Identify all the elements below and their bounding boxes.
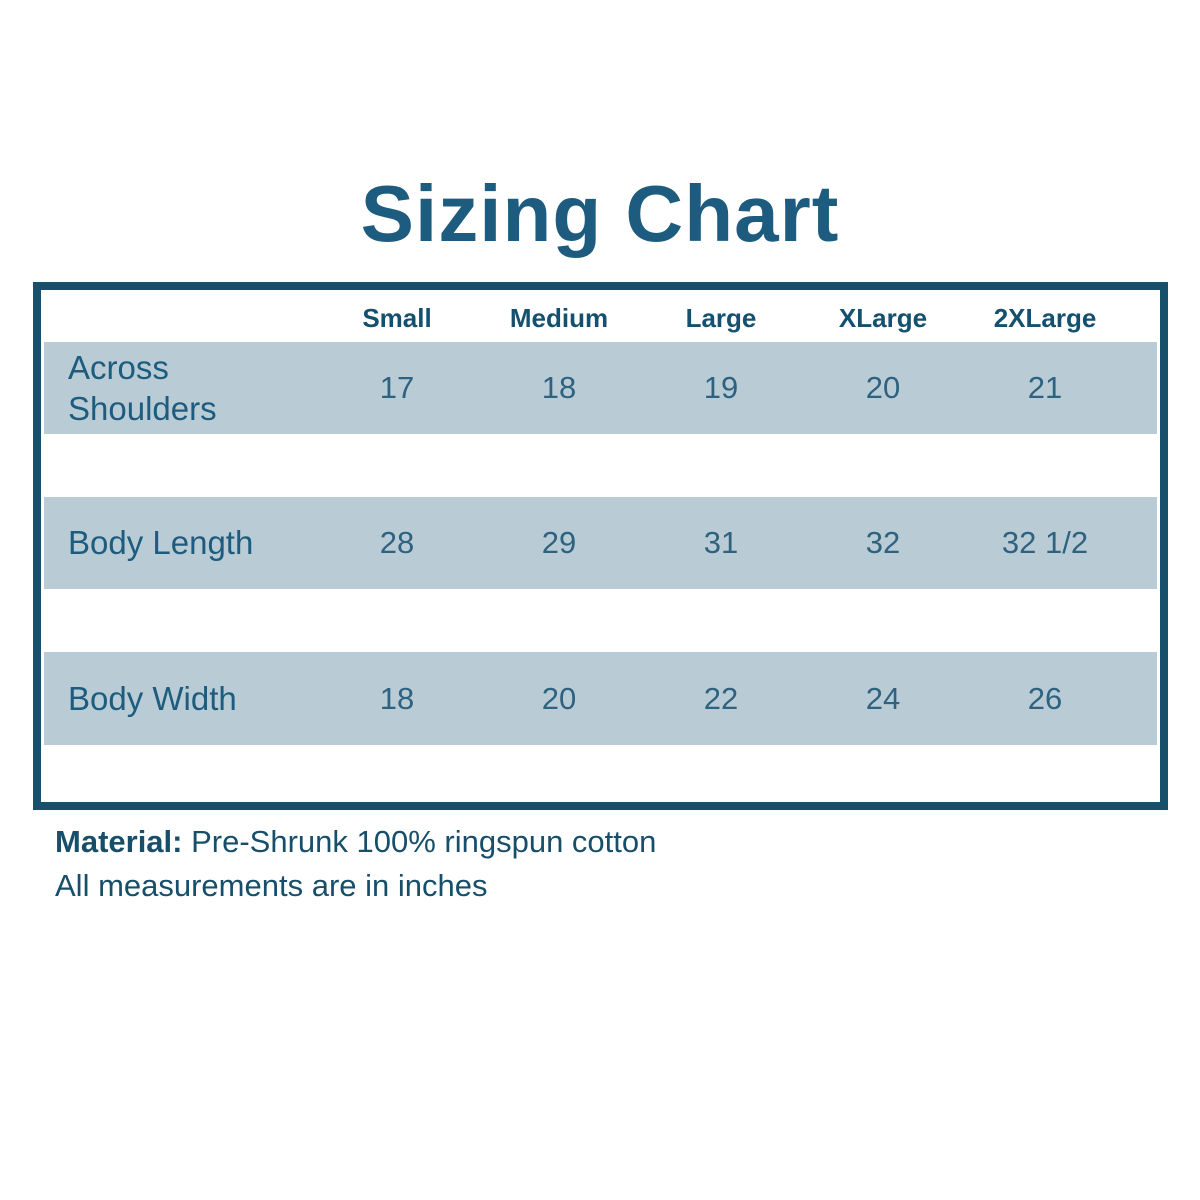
spacer-row [44, 434, 1157, 497]
cell-body-width-small: 18 [379, 680, 415, 716]
cell-body-width-xlarge: 24 [865, 680, 901, 716]
cell-body-length-large: 31 [703, 525, 739, 560]
cell-across-shoulders-2xlarge: 21 [1027, 370, 1063, 405]
spacer-row [44, 745, 1157, 798]
cell-body-length-xlarge: 32 [865, 525, 901, 560]
cell-across-shoulders-small: 17 [379, 370, 415, 405]
material-note: Material: Pre-Shrunk 100% ringspun cotto… [55, 820, 656, 864]
column-header-2xlarge: 2XLarge [993, 302, 1097, 333]
table-row-across-shoulders: Across Shoulders 17 18 19 20 21 [44, 342, 1157, 434]
table-row-body-width: Body Width 18 20 22 24 26 [44, 652, 1157, 745]
sizing-table: Small Medium Large XLarge 2XLarge Across… [33, 282, 1168, 810]
cell-body-length-2xlarge: 32 1/2 [1001, 525, 1089, 560]
spacer-row [44, 589, 1157, 652]
row-label-body-length: Body Length [68, 524, 254, 562]
page-title: Sizing Chart [360, 169, 840, 258]
column-header-small: Small [362, 302, 432, 333]
row-label-across-shoulders: Across Shoulders [68, 348, 217, 427]
table-row-body-length: Body Length 28 29 31 32 32 1/2 [44, 497, 1157, 589]
cell-body-length-medium: 29 [541, 525, 577, 560]
column-header-xlarge: XLarge [838, 302, 928, 333]
cell-body-width-large: 22 [703, 680, 739, 716]
cell-across-shoulders-large: 19 [703, 370, 739, 405]
cell-body-width-medium: 20 [541, 680, 577, 716]
cell-body-length-small: 28 [379, 525, 415, 560]
cell-body-width-2xlarge: 26 [1027, 680, 1063, 716]
cell-across-shoulders-medium: 18 [541, 370, 577, 405]
table-header-row: Small Medium Large XLarge 2XLarge [44, 294, 1157, 342]
column-header-large: Large [685, 302, 757, 333]
notes-block: Material: Pre-Shrunk 100% ringspun cotto… [55, 820, 656, 908]
material-value: Pre-Shrunk 100% ringspun cotton [191, 824, 657, 859]
cell-across-shoulders-xlarge: 20 [865, 370, 901, 405]
measurements-note: All measurements are in inches [55, 868, 488, 903]
column-header-medium: Medium [509, 302, 609, 333]
material-label: Material: [55, 824, 183, 859]
row-label-body-width: Body Width [68, 679, 237, 717]
